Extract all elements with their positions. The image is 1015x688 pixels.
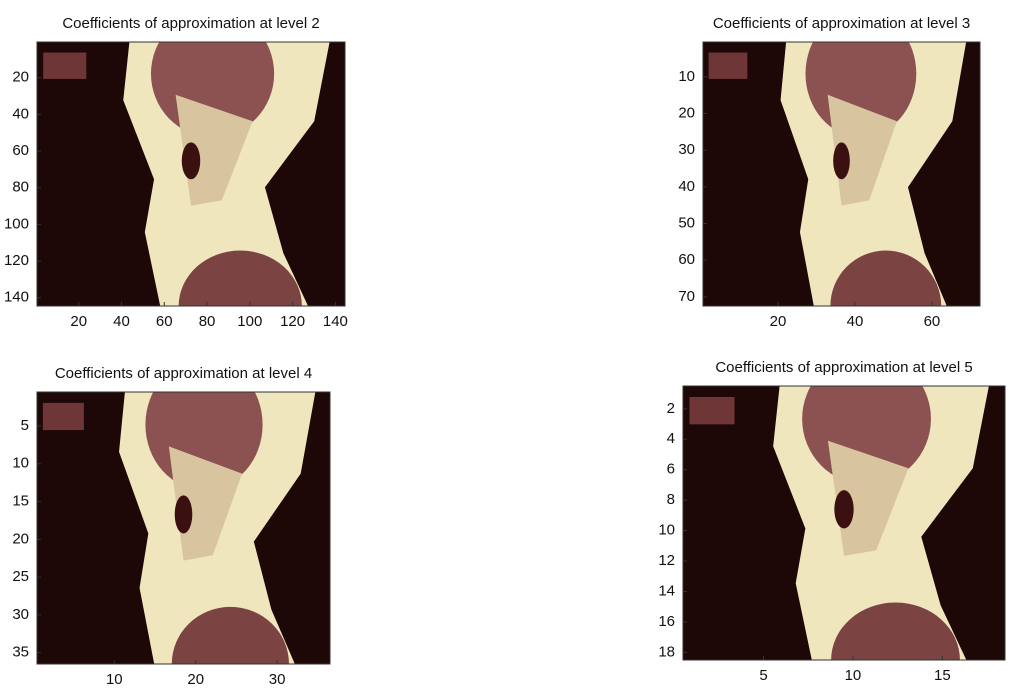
y-tick-label: 2 [667, 400, 675, 417]
x-tick-label: 10 [106, 671, 123, 688]
x-tick-label: 20 [770, 313, 787, 330]
x-tick-label: 20 [187, 671, 204, 688]
y-tick-label: 12 [658, 552, 675, 569]
y-tick-label: 5 [21, 417, 29, 434]
y-tick-label: 100 [4, 215, 29, 232]
y-tick-label: 30 [12, 606, 29, 623]
x-tick-label: 40 [847, 313, 864, 330]
y-tick-label: 70 [678, 288, 695, 305]
x-tick-label: 20 [70, 313, 87, 330]
x-tick-label: 120 [280, 313, 305, 330]
subplot-title: Coefficients of approximation at level 5 [715, 359, 972, 376]
y-tick-label: 30 [678, 141, 695, 158]
image [703, 10, 980, 361]
x-tick-label: 60 [924, 313, 941, 330]
y-tick-label: 40 [678, 178, 695, 195]
y-tick-label: 25 [12, 568, 29, 585]
subplot-title: Coefficients of approximation at level 4 [55, 365, 312, 382]
y-tick-label: 20 [12, 530, 29, 547]
subplot-title: Coefficients of approximation at level 3 [713, 15, 970, 32]
y-tick-label: 15 [12, 493, 29, 510]
y-tick-label: 10 [12, 455, 29, 472]
figure: Coefficients of approximation at level 2… [0, 0, 1015, 688]
y-tick-label: 50 [678, 214, 695, 231]
x-tick-label: 15 [934, 667, 951, 684]
y-tick-label: 18 [658, 643, 675, 660]
y-tick-label: 8 [667, 491, 675, 508]
x-tick-label: 80 [199, 313, 216, 330]
y-tick-label: 6 [667, 461, 675, 478]
x-tick-label: 10 [845, 667, 862, 684]
image [683, 353, 1005, 688]
y-tick-label: 4 [667, 430, 675, 447]
y-tick-label: 60 [678, 251, 695, 268]
x-tick-label: 30 [269, 671, 286, 688]
y-tick-label: 80 [12, 179, 29, 196]
x-tick-label: 140 [323, 313, 348, 330]
x-tick-label: 40 [113, 313, 130, 330]
y-tick-label: 10 [678, 68, 695, 85]
y-tick-label: 10 [658, 522, 675, 539]
image [37, 359, 330, 688]
x-tick-label: 5 [759, 667, 767, 684]
y-tick-label: 20 [12, 69, 29, 86]
y-tick-label: 140 [4, 289, 29, 306]
subplot-title: Coefficients of approximation at level 2 [62, 15, 319, 32]
y-tick-label: 16 [658, 613, 675, 630]
x-tick-label: 60 [156, 313, 173, 330]
y-tick-label: 120 [4, 252, 29, 269]
image [37, 10, 345, 361]
x-tick-label: 100 [237, 313, 262, 330]
y-tick-label: 60 [12, 142, 29, 159]
y-tick-label: 20 [678, 104, 695, 121]
y-tick-label: 14 [658, 582, 675, 599]
y-tick-label: 35 [12, 644, 29, 661]
y-tick-label: 40 [12, 105, 29, 122]
